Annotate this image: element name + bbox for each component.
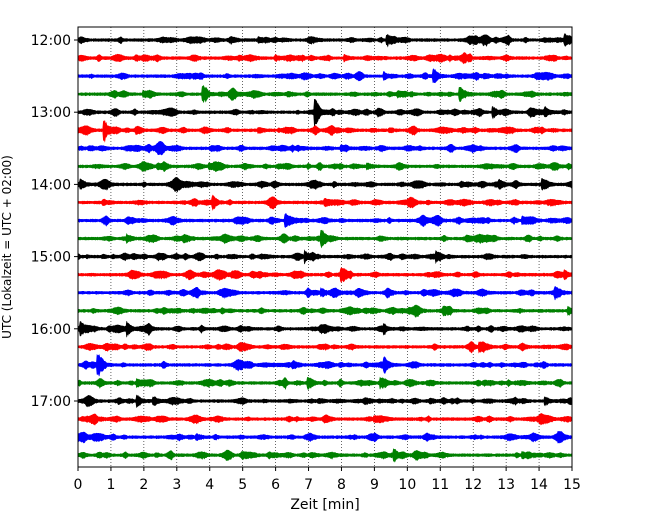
x-tick-label-13: 13 [497, 477, 515, 493]
y-axis-ticks: 12:00 13:00 14:00 15:00 16:00 17:00 [31, 33, 78, 410]
y-tick-label-0: 12:00 [31, 33, 71, 49]
y-axis-label: UTC (Lokalzeit = UTC + 02:00) [0, 155, 14, 339]
x-tick-label-1: 1 [106, 477, 115, 493]
x-tick-label-6: 6 [271, 477, 280, 493]
y-tick-label-4: 16:00 [31, 322, 71, 338]
x-tick-label-5: 5 [238, 477, 247, 493]
y-tick-label-5: 17:00 [31, 394, 71, 410]
y-tick-label-2: 14:00 [31, 177, 71, 193]
x-tick-label-2: 2 [139, 477, 148, 493]
plot-frame [77, 26, 573, 468]
x-tick-label-8: 8 [337, 477, 346, 493]
x-tick-label-14: 14 [530, 477, 548, 493]
x-axis-ticks: 0 1 2 3 4 5 6 7 8 9 10 11 12 13 14 15 [74, 467, 581, 493]
x-tick-label-15: 15 [563, 477, 581, 493]
x-tick-label-10: 10 [398, 477, 416, 493]
x-axis-label: Zeit [min] [290, 497, 359, 513]
y-tick-label-3: 15:00 [31, 250, 71, 266]
x-tick-label-7: 7 [304, 477, 313, 493]
x-tick-label-3: 3 [172, 477, 181, 493]
x-tick-label-11: 11 [431, 477, 449, 493]
grid-lines [110, 27, 540, 467]
x-tick-label-9: 9 [370, 477, 379, 493]
x-tick-label-0: 0 [74, 477, 83, 493]
x-tick-label-12: 12 [464, 477, 482, 493]
x-tick-label-4: 4 [205, 477, 214, 493]
y-tick-label-1: 13:00 [31, 105, 71, 121]
